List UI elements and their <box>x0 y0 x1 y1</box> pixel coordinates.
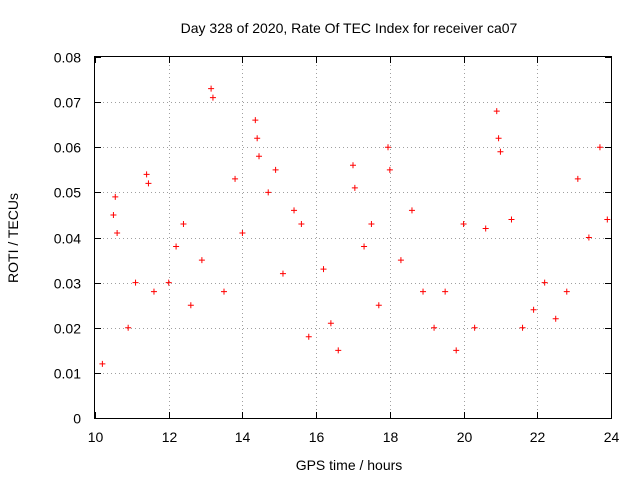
data-point <box>350 162 356 169</box>
x-tick-label: 20 <box>457 429 473 445</box>
data-point <box>209 94 216 101</box>
data-point <box>110 211 117 218</box>
data-point <box>208 85 215 92</box>
y-tick-label: 0.08 <box>54 50 81 66</box>
x-tick-label: 16 <box>309 429 325 445</box>
x-tick-label: 18 <box>383 429 399 445</box>
x-tick-label: 12 <box>162 429 178 445</box>
data-point <box>361 243 368 250</box>
x-tick-labels: 10 12 14 16 18 20 22 24 <box>88 429 620 445</box>
y-axis-label: ROTI / TECUs <box>5 193 21 283</box>
data-point <box>460 220 467 227</box>
y-tick-label: 0.01 <box>54 366 81 382</box>
data-point <box>386 166 393 173</box>
data-point <box>493 108 500 115</box>
x-tick-label: 22 <box>530 429 546 445</box>
data-point <box>574 175 581 182</box>
data-point <box>272 166 279 173</box>
data-point <box>552 315 559 322</box>
y-tick-label: 0.07 <box>54 95 81 111</box>
data-point <box>431 324 438 331</box>
data-point <box>320 266 327 273</box>
data-point <box>165 279 172 286</box>
y-tick-label: 0 <box>73 411 81 427</box>
data-point <box>256 153 263 160</box>
data-point <box>198 257 205 264</box>
data-point <box>497 148 504 155</box>
data-point <box>298 220 305 227</box>
data-point <box>232 175 239 182</box>
data-point <box>265 189 272 196</box>
data-point <box>305 333 312 340</box>
x-tick-label: 14 <box>235 429 251 445</box>
data-point <box>291 207 298 214</box>
data-point <box>385 144 392 151</box>
data-points <box>99 85 611 367</box>
grid-lines <box>95 57 611 418</box>
data-point <box>530 306 537 313</box>
x-axis-label: GPS time / hours <box>296 457 403 473</box>
y-tick-label: 0.04 <box>54 231 81 247</box>
data-point <box>471 324 478 331</box>
data-point <box>239 229 246 236</box>
data-point <box>187 302 194 309</box>
data-point <box>180 220 187 227</box>
data-point <box>482 225 489 232</box>
data-point <box>150 288 157 295</box>
data-point <box>221 288 227 295</box>
data-point <box>495 135 502 142</box>
data-point <box>508 216 515 223</box>
data-point <box>368 220 375 227</box>
data-point <box>145 180 152 187</box>
data-point <box>99 360 106 367</box>
data-point <box>420 288 427 295</box>
data-point <box>541 279 548 286</box>
data-point <box>519 324 526 331</box>
data-point <box>132 279 139 286</box>
plot-frame <box>94 56 612 419</box>
x-tick-label: 10 <box>88 429 104 445</box>
data-point <box>173 243 180 250</box>
data-point <box>397 257 404 264</box>
data-point <box>585 234 592 241</box>
axis-ticks <box>95 57 612 419</box>
data-point <box>112 193 119 200</box>
data-point <box>604 216 611 223</box>
y-tick-label: 0.03 <box>54 276 81 292</box>
data-point <box>254 135 261 142</box>
data-point <box>442 288 449 295</box>
data-point <box>563 288 570 295</box>
chart-title: Day 328 of 2020, Rate Of TEC Index for r… <box>181 20 518 36</box>
y-tick-label: 0.06 <box>54 140 81 156</box>
data-point <box>375 302 382 309</box>
data-point <box>327 320 334 327</box>
x-tick-label: 24 <box>604 429 620 445</box>
data-point <box>114 229 121 236</box>
data-point <box>351 184 358 191</box>
y-tick-label: 0.02 <box>54 321 81 337</box>
data-point <box>408 207 415 214</box>
data-point <box>279 270 286 277</box>
data-point <box>335 347 342 354</box>
data-point <box>453 347 460 354</box>
data-point <box>252 117 259 124</box>
data-point <box>125 324 132 331</box>
y-tick-labels: 0 0.01 0.02 0.03 0.04 0.05 0.06 0.07 0.08 <box>54 50 81 427</box>
data-point <box>143 171 150 178</box>
data-point <box>596 144 603 151</box>
y-tick-label: 0.05 <box>54 185 81 201</box>
